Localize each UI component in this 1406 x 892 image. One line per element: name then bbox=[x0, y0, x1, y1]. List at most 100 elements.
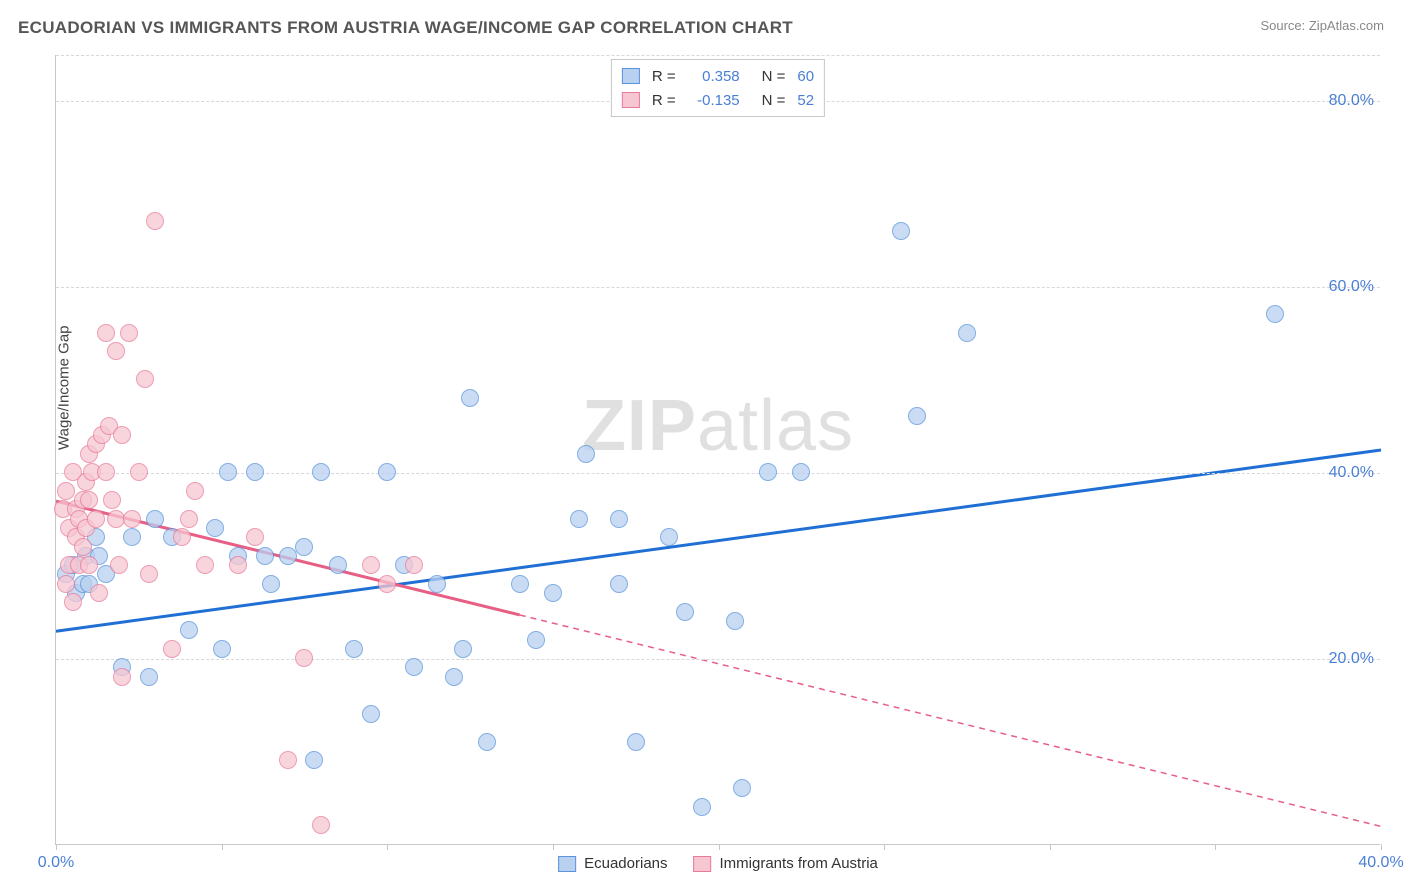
data-point-austria bbox=[312, 816, 330, 834]
data-point-austria bbox=[405, 556, 423, 574]
x-tick bbox=[1050, 844, 1051, 850]
data-point-austria bbox=[80, 556, 98, 574]
x-tick bbox=[884, 844, 885, 850]
data-point-austria bbox=[173, 528, 191, 546]
data-point-austria bbox=[130, 463, 148, 481]
data-point-ecuadorians bbox=[610, 510, 628, 528]
data-point-ecuadorians bbox=[279, 547, 297, 565]
data-point-austria bbox=[140, 565, 158, 583]
data-point-ecuadorians bbox=[693, 798, 711, 816]
data-point-ecuadorians bbox=[627, 733, 645, 751]
data-point-ecuadorians bbox=[759, 463, 777, 481]
data-point-ecuadorians bbox=[527, 631, 545, 649]
data-point-austria bbox=[186, 482, 204, 500]
data-point-austria bbox=[279, 751, 297, 769]
data-point-austria bbox=[146, 212, 164, 230]
watermark-bold: ZIP bbox=[582, 386, 697, 466]
data-point-ecuadorians bbox=[219, 463, 237, 481]
stats-legend: R = 0.358 N = 60 R = -0.135 N = 52 bbox=[611, 59, 825, 117]
data-point-austria bbox=[110, 556, 128, 574]
data-point-ecuadorians bbox=[123, 528, 141, 546]
data-point-austria bbox=[90, 584, 108, 602]
gridline bbox=[56, 287, 1380, 288]
data-point-austria bbox=[295, 649, 313, 667]
data-point-austria bbox=[103, 491, 121, 509]
data-point-ecuadorians bbox=[726, 612, 744, 630]
watermark: ZIPatlas bbox=[582, 385, 854, 467]
x-tick bbox=[56, 844, 57, 850]
data-point-ecuadorians bbox=[511, 575, 529, 593]
data-point-ecuadorians bbox=[345, 640, 363, 658]
legend-swatch bbox=[558, 856, 576, 872]
data-point-ecuadorians bbox=[428, 575, 446, 593]
data-point-ecuadorians bbox=[295, 538, 313, 556]
data-point-austria bbox=[97, 324, 115, 342]
r-label: R = bbox=[652, 92, 676, 109]
data-point-austria bbox=[113, 426, 131, 444]
n-label: N = bbox=[762, 92, 786, 109]
n-label: N = bbox=[762, 68, 786, 85]
source-name: ZipAtlas.com bbox=[1309, 18, 1384, 33]
data-point-ecuadorians bbox=[305, 751, 323, 769]
data-point-ecuadorians bbox=[312, 463, 330, 481]
legend-swatch bbox=[694, 856, 712, 872]
data-point-austria bbox=[64, 593, 82, 611]
data-point-austria bbox=[87, 510, 105, 528]
data-point-ecuadorians bbox=[405, 658, 423, 676]
r-label: R = bbox=[652, 68, 676, 85]
y-tick-label: 60.0% bbox=[1329, 278, 1374, 296]
gridline bbox=[56, 55, 1380, 56]
n-value: 60 bbox=[797, 68, 814, 85]
data-point-austria bbox=[97, 463, 115, 481]
x-tick bbox=[553, 844, 554, 850]
source-attribution: Source: ZipAtlas.com bbox=[1260, 18, 1384, 33]
x-tick bbox=[719, 844, 720, 850]
data-point-austria bbox=[378, 575, 396, 593]
data-point-ecuadorians bbox=[262, 575, 280, 593]
data-point-ecuadorians bbox=[256, 547, 274, 565]
data-point-austria bbox=[113, 668, 131, 686]
data-point-austria bbox=[196, 556, 214, 574]
y-tick-label: 80.0% bbox=[1329, 92, 1374, 110]
data-point-ecuadorians bbox=[792, 463, 810, 481]
data-point-austria bbox=[120, 324, 138, 342]
trendlines-svg bbox=[56, 55, 1381, 845]
chart-title: ECUADORIAN VS IMMIGRANTS FROM AUSTRIA WA… bbox=[18, 18, 793, 38]
data-point-austria bbox=[246, 528, 264, 546]
data-point-austria bbox=[57, 482, 75, 500]
data-point-austria bbox=[136, 370, 154, 388]
x-tick bbox=[222, 844, 223, 850]
data-point-ecuadorians bbox=[544, 584, 562, 602]
data-point-ecuadorians bbox=[454, 640, 472, 658]
stats-legend-row: R = 0.358 N = 60 bbox=[622, 64, 814, 88]
plot-area: Wage/Income Gap ZIPatlas 20.0%40.0%60.0%… bbox=[55, 55, 1380, 845]
data-point-ecuadorians bbox=[577, 445, 595, 463]
data-point-austria bbox=[362, 556, 380, 574]
data-point-ecuadorians bbox=[610, 575, 628, 593]
data-point-ecuadorians bbox=[733, 779, 751, 797]
r-value: -0.135 bbox=[688, 92, 740, 109]
x-tick-label: 40.0% bbox=[1358, 854, 1403, 872]
watermark-light: atlas bbox=[697, 386, 854, 466]
y-tick-label: 20.0% bbox=[1329, 650, 1374, 668]
gridline bbox=[56, 659, 1380, 660]
data-point-ecuadorians bbox=[206, 519, 224, 537]
x-tick bbox=[1381, 844, 1382, 850]
legend-swatch bbox=[622, 68, 640, 84]
data-point-austria bbox=[229, 556, 247, 574]
data-point-ecuadorians bbox=[892, 222, 910, 240]
data-point-ecuadorians bbox=[445, 668, 463, 686]
n-value: 52 bbox=[797, 92, 814, 109]
data-point-austria bbox=[107, 342, 125, 360]
data-point-austria bbox=[180, 510, 198, 528]
legend-swatch bbox=[622, 92, 640, 108]
data-point-ecuadorians bbox=[329, 556, 347, 574]
y-tick-label: 40.0% bbox=[1329, 464, 1374, 482]
data-point-austria bbox=[57, 575, 75, 593]
legend-item: Immigrants from Austria bbox=[694, 855, 878, 872]
trendline-austria-extrapolated bbox=[520, 615, 1381, 826]
r-value: 0.358 bbox=[688, 68, 740, 85]
data-point-ecuadorians bbox=[180, 621, 198, 639]
data-point-austria bbox=[123, 510, 141, 528]
source-prefix: Source: bbox=[1260, 18, 1308, 33]
